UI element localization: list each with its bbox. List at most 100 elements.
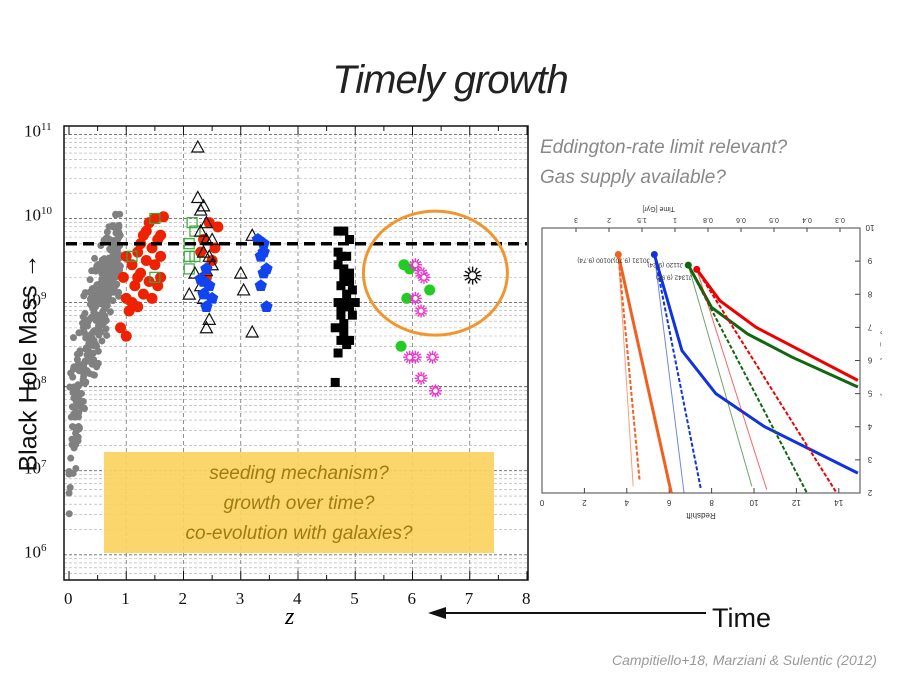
gray-circle-point — [98, 337, 106, 345]
gray-circle-point — [107, 246, 115, 254]
inset-seed-point — [650, 251, 658, 258]
circle-point — [149, 212, 161, 224]
open-triangle-point — [190, 190, 205, 204]
time-arrow — [428, 607, 706, 619]
main-plot-frame — [63, 125, 529, 581]
starburst-point — [408, 258, 422, 272]
open-triangle-point — [245, 228, 260, 241]
inset-x-tick-label: 10 — [749, 498, 758, 507]
gray-circle-point — [103, 331, 111, 339]
inset-top-tick-label: 1.5 — [637, 216, 647, 223]
inset-seed-point — [684, 261, 692, 269]
circle-point — [126, 259, 138, 271]
x-tick-label: 6 — [407, 589, 417, 608]
open-triangle-point — [202, 312, 217, 325]
square-point — [345, 268, 355, 278]
gray-circle-point — [91, 254, 99, 262]
circle-point — [117, 271, 129, 283]
square-point — [330, 377, 340, 387]
circle-point — [149, 259, 161, 271]
inset-top-tick-label: 3 — [574, 216, 578, 223]
pentagon-point — [197, 275, 210, 287]
gray-circle-point — [94, 347, 102, 355]
y-tick-label: 108 — [24, 373, 47, 394]
circle-point — [212, 221, 224, 233]
box-question-growth: growth over time? — [223, 493, 375, 514]
gray-circle-point — [75, 425, 83, 433]
gray-circle-point — [114, 234, 122, 242]
gray-circle-point — [103, 267, 111, 275]
circle-point — [395, 340, 407, 352]
inset-growth-curve — [687, 264, 753, 487]
gray-circle-point — [95, 298, 103, 306]
square-point — [339, 327, 349, 337]
square-point — [350, 298, 360, 308]
gray-circle-point — [73, 383, 81, 391]
gray-circle-point — [67, 454, 75, 462]
circle-point — [132, 246, 144, 258]
x-tick-label: 8 — [522, 589, 531, 608]
gray-circle-point — [66, 483, 74, 491]
inset-series-label: J0100 (9.74) — [577, 257, 614, 264]
starburst-point — [403, 350, 417, 364]
y-tick-label: 109 — [24, 289, 47, 310]
square-point — [333, 226, 343, 236]
square-point — [336, 335, 346, 345]
inset-y-tick-label: 3 — [867, 455, 872, 464]
inset-y-tick-label: 5 — [867, 389, 872, 398]
gray-circle-point — [70, 410, 78, 418]
y-tick-label: 1010 — [24, 205, 52, 226]
citation: Campitiello+18, Marziani & Sulentic (201… — [612, 652, 877, 668]
open-triangle-point — [193, 223, 208, 237]
square-point — [347, 285, 357, 295]
x-tick-label: 0 — [64, 589, 73, 608]
inset-y-tick-label: 6 — [867, 356, 872, 365]
square-point — [330, 323, 340, 333]
gray-circle-point — [72, 391, 80, 399]
gray-circle-point — [115, 292, 123, 300]
open-triangle-point — [245, 324, 260, 338]
box-question-coevolution: co-evolution with galaxies? — [185, 523, 413, 544]
open-square-point — [149, 271, 161, 283]
square-point — [342, 298, 352, 308]
starburst-point — [426, 350, 440, 364]
inset-growth-curve — [617, 254, 634, 487]
circle-point — [123, 305, 135, 317]
y-tick-label: 1011 — [24, 121, 52, 142]
gray-circle-point — [115, 223, 123, 231]
x-tick-label: 2 — [178, 589, 188, 608]
gray-circle-point — [109, 297, 117, 305]
square-point — [347, 310, 357, 320]
inset-x-tick-label: 6 — [666, 498, 671, 507]
x-tick-label: 5 — [350, 589, 359, 608]
gray-circle-point — [86, 288, 94, 296]
gray-circle-point — [103, 228, 111, 236]
circle-point — [152, 280, 164, 292]
open-square-point — [126, 250, 138, 262]
gray-circle-point — [80, 405, 88, 413]
circle-point — [120, 250, 132, 262]
pentagon-point — [260, 262, 273, 275]
gray-circle-point — [79, 397, 87, 405]
inset-top-tick-label: 0.6 — [736, 216, 746, 223]
inset-y-tick-label: 8 — [867, 289, 872, 298]
square-point — [339, 319, 349, 329]
gray-circle-point — [93, 363, 101, 371]
open-square-point — [149, 212, 161, 225]
gray-circle-point — [68, 441, 76, 449]
inset-y-tick-label: 9 — [867, 256, 872, 265]
starburst-point — [417, 270, 431, 284]
gray-circle-point — [77, 366, 85, 374]
y-tick-label: 107 — [24, 457, 47, 478]
gray-circle-point — [101, 279, 109, 287]
square-point — [336, 302, 346, 312]
x-axis-label: z — [285, 604, 295, 630]
square-point — [339, 226, 349, 236]
gray-circle-point — [106, 275, 114, 283]
open-triangle-point — [196, 244, 211, 258]
square-point — [333, 260, 343, 270]
gray-circle-point — [100, 318, 108, 326]
question-eddington: Eddington-rate limit relevant? — [540, 137, 788, 158]
inset-growth-curve — [653, 254, 685, 494]
